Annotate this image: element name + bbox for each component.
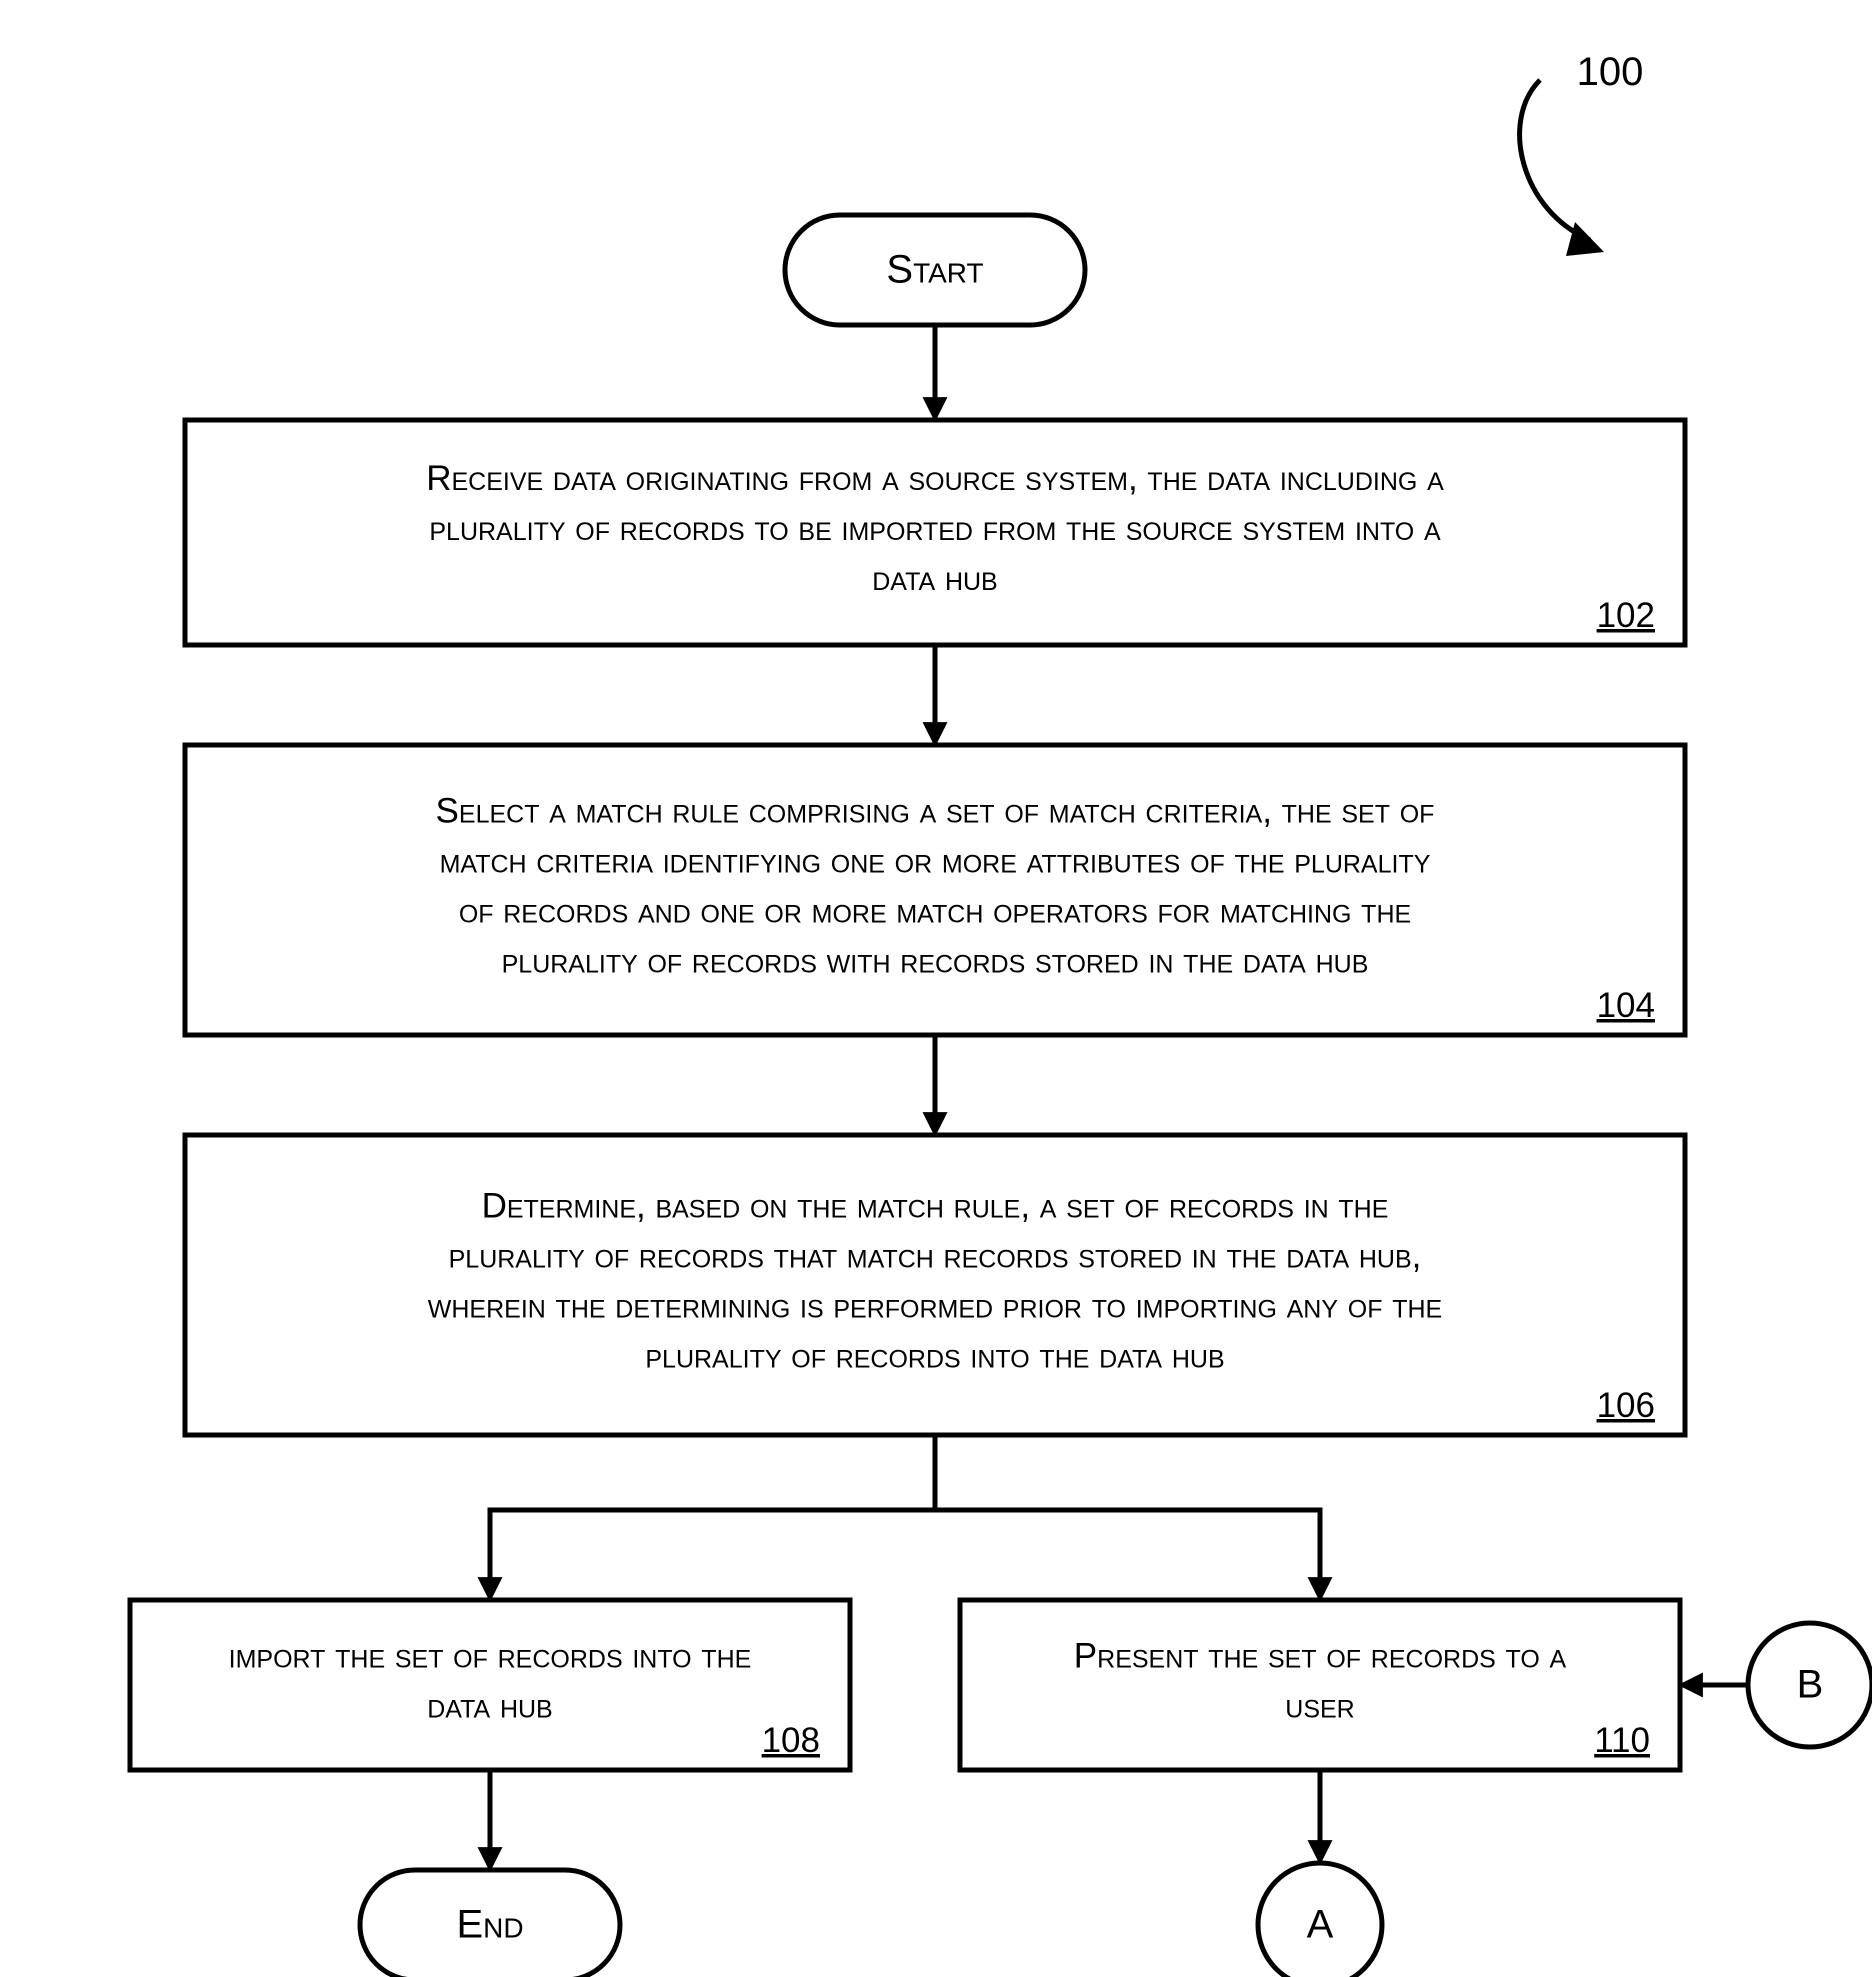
reference-number: 102 bbox=[1597, 596, 1655, 635]
node-n104: Select a match rule comprising a set of … bbox=[185, 745, 1685, 1035]
node-text-line: Receive data originating from a source s… bbox=[426, 459, 1444, 498]
node-end: End bbox=[360, 1870, 620, 1977]
node-start: Start bbox=[785, 215, 1085, 325]
node-text-line: Present the set of records to a bbox=[1074, 1636, 1567, 1675]
figure-number: 100 bbox=[1577, 50, 1644, 94]
node-label: A bbox=[1307, 1903, 1334, 1947]
node-label: End bbox=[456, 1903, 523, 1947]
reference-number: 104 bbox=[1597, 986, 1655, 1025]
node-text-line: data hub bbox=[427, 1686, 552, 1725]
node-n110: Present the set of records to a user 110 bbox=[960, 1600, 1680, 1770]
node-text-line: data hub bbox=[872, 559, 997, 598]
node-label: Start bbox=[886, 248, 983, 292]
node-text-line: Determine, based on the match rule, a se… bbox=[482, 1186, 1389, 1225]
node-text-line: plurality of records to be imported from… bbox=[429, 509, 1441, 548]
flow-arrow bbox=[935, 1510, 1320, 1600]
flow-arrow bbox=[490, 1435, 935, 1600]
node-text-line: of records and one or more match operato… bbox=[459, 891, 1411, 930]
node-text-line: Select a match rule comprising a set of … bbox=[436, 791, 1435, 830]
node-text-line: plurality of records into the data hub bbox=[645, 1336, 1224, 1375]
node-text-line: match criteria identifying one or more a… bbox=[440, 841, 1431, 880]
node-text-line: plurality of records with records stored… bbox=[502, 941, 1369, 980]
node-n108: import the set of records into the data h… bbox=[130, 1600, 850, 1770]
node-connB: B bbox=[1748, 1623, 1872, 1747]
node-text-line: user bbox=[1285, 1686, 1354, 1725]
node-text-line: import the set of records into the bbox=[229, 1636, 752, 1675]
node-connA: A bbox=[1258, 1863, 1382, 1977]
reference-number: 108 bbox=[762, 1721, 820, 1760]
reference-number: 110 bbox=[1594, 1721, 1650, 1760]
reference-number: 106 bbox=[1597, 1386, 1655, 1425]
node-n106: Determine, based on the match rule, a se… bbox=[185, 1135, 1685, 1435]
node-text-line: wherein the determining is performed pri… bbox=[428, 1286, 1442, 1325]
node-label: B bbox=[1797, 1663, 1824, 1707]
node-n102: Receive data originating from a source s… bbox=[185, 420, 1685, 645]
node-text-line: plurality of records that match records … bbox=[449, 1236, 1422, 1275]
